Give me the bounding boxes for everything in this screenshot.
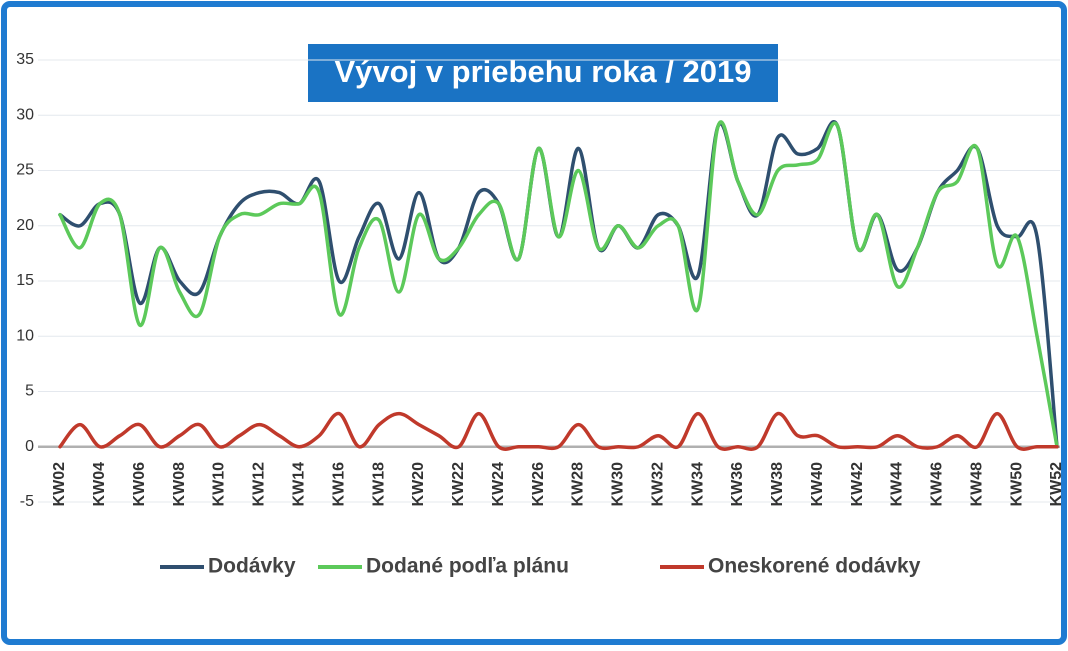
x-tick-label: KW34 xyxy=(689,462,706,507)
x-tick-label: KW08 xyxy=(171,462,188,507)
y-tick-label: 15 xyxy=(16,272,34,289)
x-tick-label: KW22 xyxy=(450,462,467,507)
series-line xyxy=(58,120,1059,449)
x-tick-label: KW20 xyxy=(410,462,427,507)
x-tick-label: KW16 xyxy=(330,462,347,507)
x-tick-label: KW10 xyxy=(211,462,228,507)
x-tick-label: KW42 xyxy=(849,462,866,507)
x-tick-label: KW40 xyxy=(809,462,826,507)
x-tick-label: KW32 xyxy=(649,462,666,507)
y-tick-label: 25 xyxy=(16,162,34,179)
chart-title: Vývoj v priebehu roka / 2019 xyxy=(335,54,752,89)
legend-label: Oneskorené dodávky xyxy=(708,555,921,578)
x-tick-label: KW28 xyxy=(570,462,587,507)
x-tick-label: KW06 xyxy=(131,462,148,507)
x-tick-label: KW52 xyxy=(1048,462,1065,507)
y-tick-label: 20 xyxy=(16,217,34,234)
x-tick-label: KW04 xyxy=(91,462,108,507)
y-tick-label: -5 xyxy=(20,493,34,510)
x-tick-label: KW48 xyxy=(968,462,985,507)
series-line xyxy=(58,120,1059,449)
x-tick-label: KW14 xyxy=(290,462,307,507)
y-tick-label: 0 xyxy=(25,438,34,455)
x-tick-label: KW36 xyxy=(729,462,746,507)
x-tick-label: KW38 xyxy=(769,462,786,507)
y-tick-label: 5 xyxy=(25,383,34,400)
series-line xyxy=(58,411,1059,451)
x-tick-label: KW26 xyxy=(530,462,547,507)
x-tick-label: KW30 xyxy=(610,462,627,507)
x-tick-label: KW46 xyxy=(929,462,946,507)
y-tick-label: 35 xyxy=(16,51,34,68)
x-tick-label: KW02 xyxy=(51,462,68,507)
x-tick-label: KW24 xyxy=(490,462,507,507)
x-tick-label: KW12 xyxy=(251,462,268,507)
title-box xyxy=(308,44,778,102)
x-tick-label: KW18 xyxy=(370,462,387,507)
x-tick-label: KW50 xyxy=(1008,462,1025,507)
x-tick-label: KW44 xyxy=(889,462,906,507)
y-tick-label: 30 xyxy=(16,106,34,123)
y-tick-label: 10 xyxy=(16,327,34,344)
legend-label: Dodávky xyxy=(208,555,296,578)
legend-label: Dodané podľa plánu xyxy=(366,555,569,578)
